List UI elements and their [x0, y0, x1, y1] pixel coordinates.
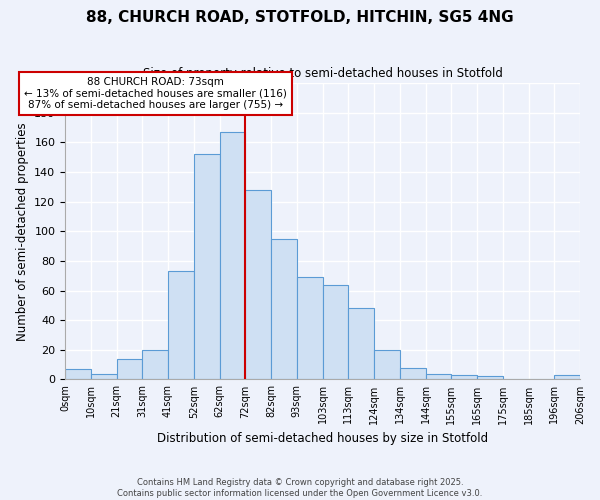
Bar	[194, 154, 220, 380]
Bar	[451, 375, 477, 380]
Bar	[400, 368, 425, 380]
Bar	[297, 277, 323, 380]
Bar	[245, 190, 271, 380]
Y-axis label: Number of semi-detached properties: Number of semi-detached properties	[16, 122, 29, 340]
Bar	[323, 284, 348, 380]
Bar	[374, 350, 400, 380]
Bar	[91, 374, 116, 380]
Bar	[477, 376, 503, 380]
Bar	[220, 132, 245, 380]
Bar	[554, 375, 580, 380]
Bar	[348, 308, 374, 380]
X-axis label: Distribution of semi-detached houses by size in Stotfold: Distribution of semi-detached houses by …	[157, 432, 488, 445]
Bar	[271, 238, 297, 380]
Bar	[116, 358, 142, 380]
Bar	[142, 350, 168, 380]
Bar	[168, 272, 194, 380]
Title: Size of property relative to semi-detached houses in Stotfold: Size of property relative to semi-detach…	[143, 68, 502, 80]
Text: Contains HM Land Registry data © Crown copyright and database right 2025.
Contai: Contains HM Land Registry data © Crown c…	[118, 478, 482, 498]
Bar	[425, 374, 451, 380]
Bar	[65, 369, 91, 380]
Text: 88 CHURCH ROAD: 73sqm
← 13% of semi-detached houses are smaller (116)
87% of sem: 88 CHURCH ROAD: 73sqm ← 13% of semi-deta…	[24, 77, 287, 110]
Text: 88, CHURCH ROAD, STOTFOLD, HITCHIN, SG5 4NG: 88, CHURCH ROAD, STOTFOLD, HITCHIN, SG5 …	[86, 10, 514, 25]
